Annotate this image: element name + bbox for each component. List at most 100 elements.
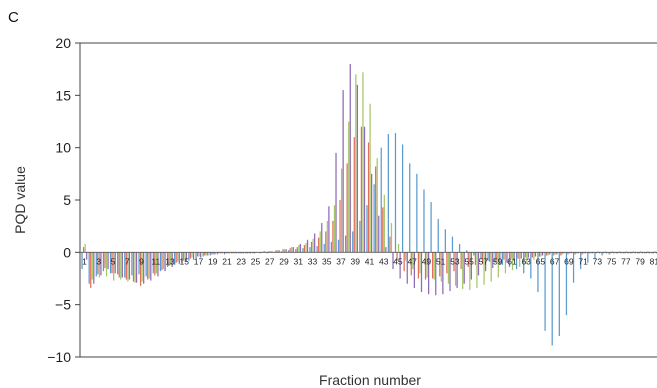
bar-s2-f22 (232, 252, 234, 254)
bar-s1-f51 (437, 218, 439, 253)
bar-s2-f70 (574, 252, 576, 255)
bar-s2-f30 (289, 248, 291, 253)
bar-s3-f39 (355, 74, 357, 253)
bars-group (81, 63, 657, 346)
bar-s4-f16 (192, 252, 195, 260)
bar-s2-f40 (360, 126, 363, 253)
bar-s3-f3 (98, 252, 101, 278)
bar-s4-f13 (171, 252, 173, 267)
bar-s2-f77 (624, 252, 626, 254)
bar-s3-f17 (198, 252, 200, 257)
bar-s3-f10 (148, 252, 150, 279)
bar-s4-f69 (570, 252, 572, 254)
bar-s4-f3 (100, 252, 102, 276)
bar-s4-f17 (200, 252, 202, 258)
bar-s1-f75 (608, 252, 610, 255)
bar-s2-f78 (631, 252, 633, 254)
bar-s1-f47 (409, 163, 411, 253)
bar-s4-f28 (278, 250, 280, 253)
bar-s1-f7 (124, 252, 126, 278)
bar-s2-f25 (253, 252, 256, 254)
x-tick-label: 59 (493, 256, 503, 266)
bar-s1-f70 (572, 252, 575, 283)
bar-s4-f62 (520, 252, 522, 259)
bar-s4-f54 (463, 252, 465, 284)
bar-s4-f35 (328, 206, 330, 253)
x-tick-label: 47 (407, 256, 417, 266)
bar-s1-f35 (323, 243, 325, 253)
bar-s3-f71 (583, 252, 585, 254)
bar-s2-f8 (132, 252, 135, 282)
bar-s2-f21 (225, 252, 227, 254)
bar-s2-f58 (489, 252, 491, 262)
bar-s3-f45 (397, 243, 400, 253)
bar-s3-f32 (305, 242, 307, 253)
bar-s4-f59 (499, 252, 501, 265)
bar-s1-f72 (587, 252, 589, 263)
bar-s2-f31 (296, 247, 298, 253)
bar-s1-f20 (216, 252, 219, 255)
x-tick-label: 1 (82, 256, 87, 266)
bar-s3-f38 (348, 121, 350, 253)
bar-s3-f62 (519, 252, 521, 267)
bar-s3-f76 (618, 251, 621, 253)
bar-s1-f63 (523, 252, 525, 274)
bar-s4-f12 (164, 252, 166, 272)
x-tick-label: 17 (194, 256, 204, 266)
bar-s4-f80 (648, 252, 651, 254)
bar-s4-f42 (378, 215, 380, 253)
bar-s2-f76 (617, 252, 619, 254)
bar-s3-f29 (283, 249, 286, 253)
bar-s4-f15 (185, 252, 188, 262)
bar-s2-f48 (417, 252, 420, 279)
bar-s1-f60 (501, 252, 503, 265)
bar-s4-f76 (620, 252, 622, 254)
bar-s2-f15 (182, 252, 184, 261)
bar-s3-f56 (476, 252, 478, 288)
bar-s1-f36 (330, 241, 332, 253)
bar-s2-f18 (204, 252, 206, 256)
bar-s4-f27 (271, 251, 273, 253)
bar-s2-f6 (118, 252, 120, 278)
bar-s1-f45 (394, 133, 397, 253)
bar-s3-f78 (633, 251, 635, 253)
bar-s1-f26 (259, 252, 261, 254)
x-tick-label: 13 (165, 256, 175, 266)
x-tick-label: 61 (507, 256, 517, 266)
bar-s4-f33 (314, 233, 316, 253)
bar-s1-f71 (580, 252, 582, 270)
bar-s1-f15 (181, 252, 183, 263)
bar-s3-f63 (526, 252, 528, 263)
bar-s4-f40 (363, 126, 366, 253)
bar-s3-f47 (412, 252, 414, 270)
bar-s1-f11 (152, 252, 154, 274)
bar-s2-f49 (424, 252, 427, 280)
bar-s3-f46 (405, 252, 407, 261)
bar-s4-f14 (178, 252, 180, 264)
bar-s3-f65 (540, 252, 542, 257)
bar-s2-f33 (310, 241, 313, 253)
x-tick-label: 73 (593, 256, 603, 266)
bar-s3-f15 (184, 252, 186, 260)
bar-s1-f76 (615, 252, 617, 254)
bar-s3-f12 (162, 252, 165, 270)
bar-s1-f41 (366, 205, 368, 253)
bar-s2-f68 (560, 252, 562, 256)
bar-s2-f45 (396, 252, 398, 261)
bar-s1-f59 (494, 252, 496, 263)
bar-s3-f18 (205, 252, 207, 256)
bar-s2-f16 (189, 252, 192, 259)
bar-s2-f35 (325, 231, 327, 253)
bar-s4-f43 (385, 247, 387, 253)
bar-s1-f27 (266, 252, 268, 254)
x-tick-label: 27 (265, 256, 275, 266)
bar-s2-f75 (610, 252, 612, 254)
bar-s3-f16 (191, 252, 193, 258)
x-tick-label: 5 (111, 256, 116, 266)
bar-s2-f9 (139, 252, 142, 286)
bar-s1-f21 (223, 252, 226, 255)
bar-s2-f34 (318, 237, 320, 253)
bar-s4-f18 (207, 252, 209, 256)
bar-s3-f7 (127, 252, 129, 282)
bar-s3-f34 (319, 231, 321, 253)
